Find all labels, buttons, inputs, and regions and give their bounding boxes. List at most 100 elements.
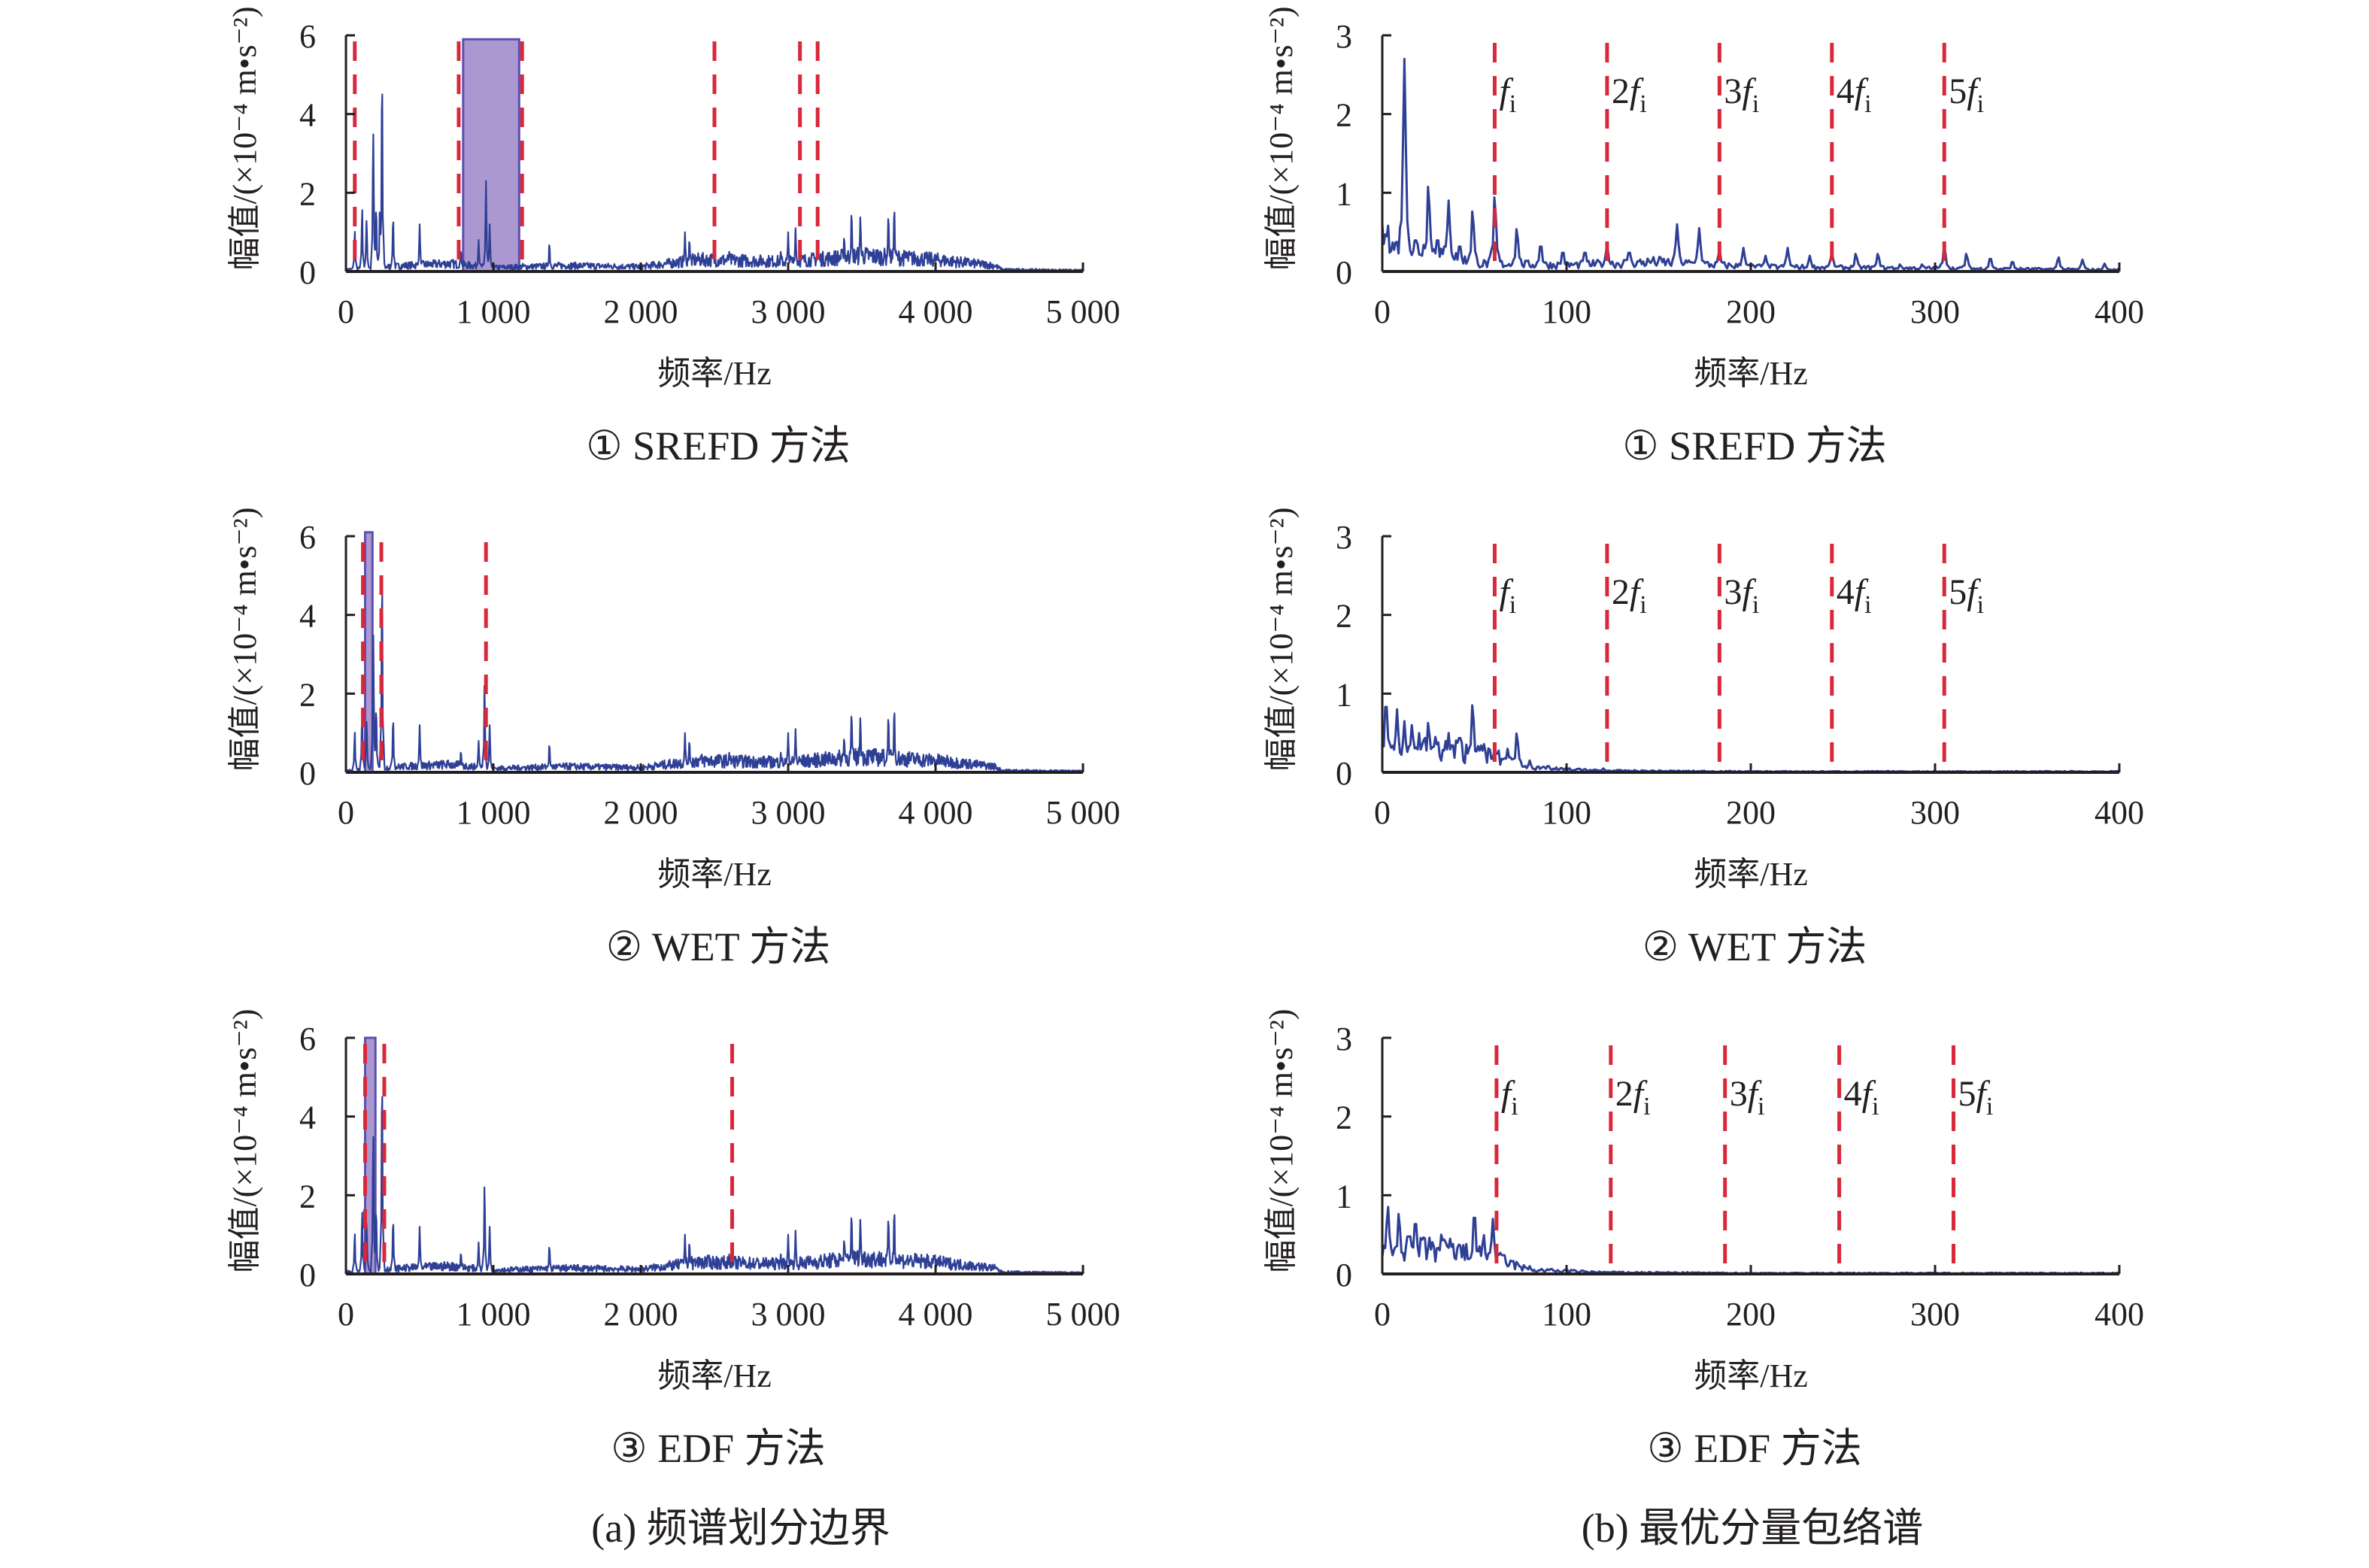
- x-tick-label: 200: [1726, 293, 1776, 330]
- y-tick-label: 2: [299, 175, 316, 212]
- y-tick-label: 6: [299, 1021, 316, 1057]
- x-tick-label: 2 000: [604, 794, 678, 831]
- y-tick-label: 0: [1336, 1257, 1352, 1294]
- y-axis-label: 幅值/(×10⁻⁴ m•s⁻²): [226, 6, 263, 270]
- harmonic-multiplier: 3: [1730, 1074, 1748, 1114]
- harmonic-label: 4fi: [1837, 572, 1872, 619]
- x-tick-label: 0: [338, 794, 354, 831]
- x-tick-label: 4 000: [899, 794, 973, 831]
- harmonic-subscript: i: [1758, 1093, 1764, 1121]
- y-tick-label: 0: [299, 755, 316, 792]
- x-tick-label: 0: [338, 1296, 354, 1333]
- y-tick-label: 0: [1336, 755, 1352, 792]
- y-tick-label: 6: [299, 18, 316, 55]
- x-axis-label: 频率/Hz: [1694, 1357, 1808, 1394]
- harmonic-multiplier: 2: [1612, 71, 1630, 111]
- subplot-caption: ③ EDF 方法: [611, 1426, 825, 1471]
- harmonic-label: 4fi: [1837, 71, 1872, 118]
- y-tick-label: 4: [299, 598, 316, 635]
- harmonic-label: fi: [1499, 572, 1516, 619]
- x-tick-label: 3 000: [751, 293, 826, 330]
- y-tick-label: 4: [299, 1099, 316, 1136]
- x-tick-label: 1 000: [457, 1296, 531, 1333]
- y-tick-label: 2: [299, 1178, 316, 1215]
- chart-b2: fi 2fi 3fi 4fi 5fi 0 100 200 300 400 0 1 2 3 频率/Hz 幅值/(…: [1263, 507, 2144, 969]
- harmonic-multiplier: 4: [1837, 572, 1855, 612]
- y-tick-label: 3: [1336, 1021, 1352, 1057]
- spectrum-line: [345, 1096, 1084, 1275]
- harmonic-subscript: i: [1639, 90, 1646, 118]
- harmonic-label: fi: [1501, 1074, 1518, 1121]
- harmonic-multiplier: 4: [1837, 71, 1855, 111]
- y-tick-label: 1: [1336, 676, 1352, 713]
- y-tick-label: 6: [299, 519, 316, 556]
- y-tick-label: 1: [1336, 175, 1352, 212]
- subplot-caption: ② WET 方法: [606, 924, 830, 969]
- x-axis-label: 频率/Hz: [657, 1357, 772, 1394]
- x-tick-label: 4 000: [899, 293, 973, 330]
- harmonic-label: 5fi: [1949, 71, 1984, 118]
- y-tick-label: 2: [1336, 598, 1352, 635]
- x-tick-label: 300: [1910, 293, 1960, 330]
- harmonic-label: 2fi: [1615, 1074, 1651, 1121]
- x-tick-label: 0: [338, 293, 354, 330]
- x-tick-label: 2 000: [604, 293, 678, 330]
- x-tick-label: 100: [1542, 293, 1591, 330]
- harmonic-label: 5fi: [1949, 572, 1984, 619]
- chart-a2: 0 1 000 2 000 3 000 4 000 5 000 0 2 4 6 频率/Hz 幅值/(×…: [226, 507, 1121, 969]
- x-tick-label: 400: [2094, 293, 2144, 330]
- harmonic-subscript: i: [1752, 90, 1759, 118]
- y-axis-label: 幅值/(×10⁻⁴ m•s⁻²): [226, 1008, 263, 1272]
- harmonic-subscript: i: [1509, 90, 1516, 118]
- x-tick-label: 1 000: [457, 794, 531, 831]
- harmonic-subscript: i: [1977, 90, 1984, 118]
- y-tick-label: 0: [1336, 254, 1352, 291]
- harmonic-multiplier: 5: [1949, 572, 1967, 612]
- harmonic-subscript: i: [1643, 1093, 1650, 1121]
- x-axis-label: 频率/Hz: [1694, 856, 1808, 893]
- harmonic-multiplier: 3: [1724, 71, 1742, 111]
- harmonic-label: 3fi: [1730, 1074, 1765, 1121]
- harmonic-subscript: i: [1872, 1093, 1879, 1121]
- harmonic-subscript: i: [1977, 591, 1984, 619]
- subplot-caption: ③ EDF 方法: [1647, 1426, 1861, 1471]
- y-tick-label: 2: [299, 676, 316, 713]
- harmonic-label: 5fi: [1958, 1074, 1994, 1121]
- harmonic-subscript: i: [1864, 90, 1871, 118]
- y-tick-label: 1: [1336, 1178, 1352, 1215]
- x-tick-label: 5 000: [1046, 794, 1121, 831]
- harmonic-subscript: i: [1986, 1093, 1993, 1121]
- harmonic-subscript: i: [1511, 1093, 1518, 1121]
- x-tick-label: 200: [1726, 1296, 1776, 1333]
- subplot-caption: ① SREFD 方法: [1622, 423, 1886, 469]
- harmonic-label: 2fi: [1612, 71, 1647, 118]
- chart-a1: 0 1 000 2 000 3 000 4 000 5 000 0 2 4 6 频率/Hz 幅值/(×…: [226, 6, 1121, 469]
- x-tick-label: 400: [2094, 1296, 2144, 1333]
- x-axis-label: 频率/Hz: [1694, 355, 1808, 392]
- y-axis-label: 幅值/(×10⁻⁴ m•s⁻²): [1263, 1008, 1300, 1272]
- spectrum-line: [345, 594, 1084, 773]
- y-tick-label: 4: [299, 97, 316, 134]
- harmonic-subscript: i: [1639, 591, 1646, 619]
- x-tick-label: 300: [1910, 794, 1960, 831]
- spectrum-line: [1381, 1206, 2120, 1275]
- x-tick-label: 5 000: [1046, 1296, 1121, 1333]
- y-tick-label: 0: [299, 1257, 316, 1294]
- harmonic-subscript: i: [1509, 591, 1516, 619]
- x-tick-label: 100: [1542, 794, 1591, 831]
- chart-a3: 0 1 000 2 000 3 000 4 000 5 000 0 2 4 6 频率/Hz 幅值/(×…: [226, 1008, 1121, 1471]
- harmonic-multiplier: 5: [1949, 71, 1967, 111]
- y-tick-label: 2: [1336, 97, 1352, 134]
- y-tick-label: 0: [299, 254, 316, 291]
- selected-band: [462, 38, 520, 273]
- x-tick-label: 3 000: [751, 794, 826, 831]
- harmonic-label: fi: [1499, 71, 1516, 118]
- harmonic-label: 3fi: [1724, 572, 1759, 619]
- harmonic-multiplier: 3: [1724, 572, 1742, 612]
- x-tick-label: 3 000: [751, 1296, 826, 1333]
- x-tick-label: 0: [1374, 794, 1391, 831]
- x-axis-label: 频率/Hz: [657, 856, 772, 893]
- harmonic-label: 4fi: [1844, 1074, 1879, 1121]
- harmonic-label: 2fi: [1612, 572, 1647, 619]
